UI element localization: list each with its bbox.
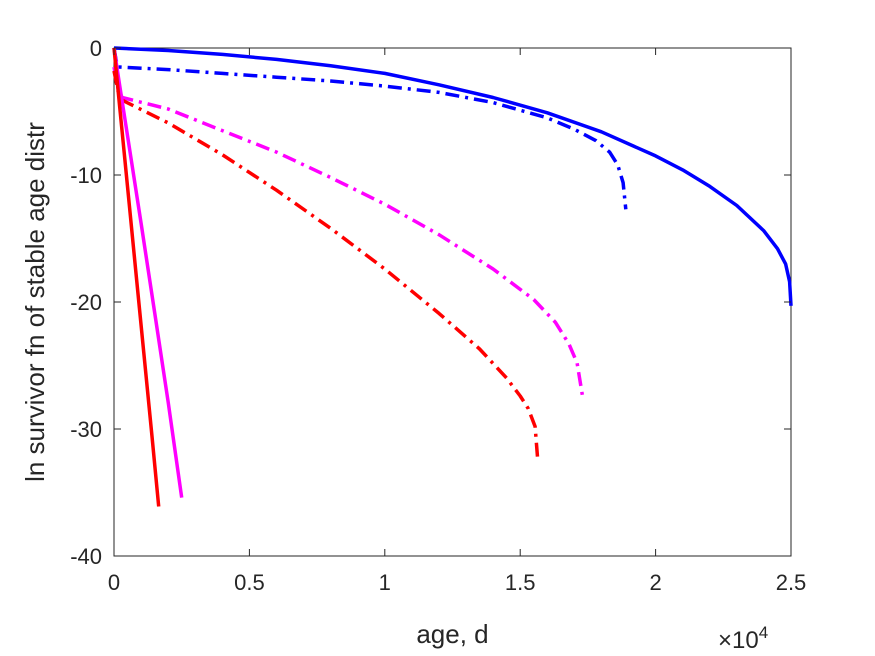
x-multiplier-exponent: 4 [759,623,768,642]
y-tick-label-4: -40 [70,544,102,569]
axes-box [113,47,792,557]
y-axis-label: ln survivor fn of stable age distr [20,122,50,482]
x-multiplier-base: ×10 [718,627,759,654]
series-line-1 [113,46,793,306]
y-tick-label-1: -10 [70,163,102,188]
x-axis-label: age, d [416,619,488,649]
y-tick-label-3: -30 [70,417,102,442]
x-axis-multiplier: ×104 [718,623,768,654]
x-tick-label-2: 1 [379,570,391,595]
series-line-6 [112,47,161,507]
series-line-5 [112,47,184,498]
plot-area: 0 0.5 1 1.5 2 2.5 0 -10 -20 -30 -40 [70,36,806,595]
x-tick-label-4: 2 [649,570,661,595]
x-tick-label-1: 0.5 [234,570,265,595]
y-tick-label-0: 0 [90,36,102,61]
x-axis-ticks: 0 0.5 1 1.5 2 2.5 [108,48,806,595]
x-tick-label-3: 1.5 [505,570,536,595]
y-tick-label-2: -20 [70,290,102,315]
series-layer [112,46,793,507]
x-tick-label-0: 0 [108,570,120,595]
y-axis-ticks: 0 -10 -20 -30 -40 [70,36,791,569]
x-tick-label-5: 2.5 [776,570,807,595]
series-line-2 [112,47,628,210]
